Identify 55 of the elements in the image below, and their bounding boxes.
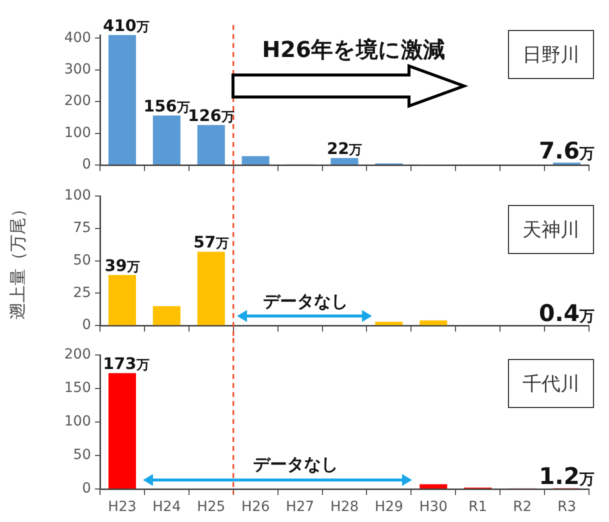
x-tick-label: R1 [468, 499, 488, 516]
bar [152, 116, 180, 164]
y-tick-label: 150 [64, 380, 91, 396]
bar [420, 320, 448, 326]
bar [197, 252, 225, 326]
x-tick-label: H24 [152, 499, 181, 516]
annotation: H26年を境に激減 [262, 36, 446, 65]
data-label: 156万 [143, 96, 190, 116]
x-tick-label: H25 [196, 499, 226, 516]
bar [108, 275, 136, 326]
data-label: 126万 [188, 106, 234, 126]
data-label: 410万 [103, 16, 150, 35]
y-tick-label: 0 [82, 317, 91, 334]
y-tick-label: 200 [64, 93, 91, 110]
y-tick-label: 300 [64, 62, 91, 78]
y-tick-label: 100 [64, 188, 91, 204]
x-tick-label: H29 [374, 499, 404, 516]
annotation: データなし [253, 454, 338, 476]
bar [330, 158, 358, 164]
x-tick-label: R3 [557, 499, 576, 516]
bar [375, 322, 403, 326]
data-label: 1.2万 [538, 464, 595, 490]
y-tick-label: 100 [64, 414, 91, 430]
y-tick-label: 0 [82, 480, 91, 497]
y-tick-label: 0 [82, 156, 91, 173]
bar [108, 35, 136, 164]
y-tick-label: 200 [64, 346, 91, 363]
annotation: データなし [263, 291, 348, 313]
data-label: 173万 [103, 354, 150, 374]
y-axis-title: 遡上量（万尾） [8, 200, 30, 320]
y-tick-label: 100 [64, 124, 91, 141]
y-tick-label: 50 [73, 447, 91, 464]
data-label: 57万 [194, 232, 229, 252]
y-tick-label: 75 [73, 220, 91, 236]
y-tick-label: 50 [73, 252, 91, 268]
bar [420, 484, 448, 488]
x-tick-label: H28 [330, 499, 359, 516]
y-tick-label: 400 [64, 30, 91, 46]
x-tick-label: H23 [108, 499, 136, 516]
bar [152, 306, 180, 326]
text: 天神川 [508, 205, 594, 254]
data-label: 22万 [326, 139, 362, 158]
bar [242, 156, 270, 164]
bar [197, 125, 225, 164]
x-tick-label: H30 [419, 499, 448, 516]
text: 日野川 [508, 30, 594, 79]
x-tick-label: H27 [286, 499, 314, 516]
text: 千代川 [508, 359, 594, 408]
bar [108, 373, 136, 488]
data-label: 39万 [104, 256, 140, 276]
data-label: 0.4万 [538, 301, 595, 328]
x-tick-label: H26 [241, 499, 270, 516]
y-tick-label: 25 [73, 284, 91, 301]
x-tick-label: R2 [513, 499, 532, 516]
data-label: 7.6万 [538, 138, 595, 165]
